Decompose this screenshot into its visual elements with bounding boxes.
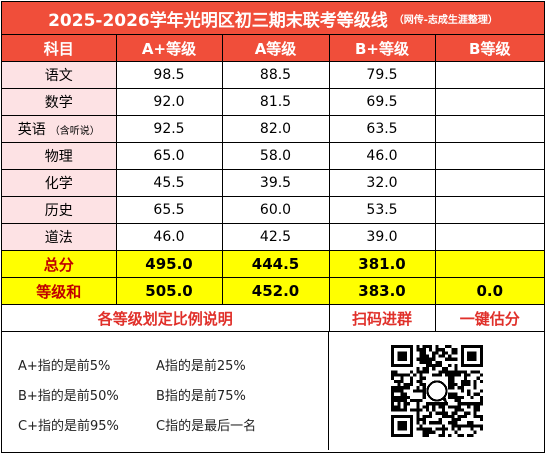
col-header-b: B等级	[434, 35, 544, 62]
b-cell	[434, 88, 544, 116]
total-b	[434, 250, 544, 278]
b-cell	[434, 115, 544, 143]
explanation-row: C+指的是前95% C指的是最后一名	[18, 419, 257, 434]
col-header-bplus: B+等级	[328, 35, 436, 62]
explain-link[interactable]: 各等级划定比例说明	[2, 304, 330, 332]
grade-table: 科目 A+等级 A等级 B+等级 B等级 语文 98.5 88.5 79.5 数…	[2, 35, 544, 332]
subject-cell: 道法	[2, 223, 117, 251]
a-cell: 58.0	[221, 142, 330, 170]
grade-sum-aplus: 505.0	[115, 277, 223, 305]
table-row: 历史 65.5 60.0 53.5	[2, 196, 544, 224]
bottom-panel: A+指的是前5% A指的是前25% B+指的是前50% B指的是前75% C+指…	[2, 332, 544, 450]
a-cell: 81.5	[221, 88, 330, 116]
total-label: 总分	[2, 250, 117, 278]
title-note: （网传-志成生涯整理）	[393, 14, 498, 26]
bplus-cell: 69.5	[328, 88, 436, 116]
b-cell	[434, 196, 544, 224]
qr-code-icon[interactable]	[390, 345, 483, 437]
aplus-cell: 46.0	[115, 223, 223, 251]
a-cell: 42.5	[221, 223, 330, 251]
bplus-cell: 53.5	[328, 196, 436, 224]
a-cell: 82.0	[221, 115, 330, 143]
b-cell	[434, 169, 544, 197]
bplus-cell: 63.5	[328, 115, 436, 143]
grade-sum-b: 0.0	[434, 277, 544, 305]
subject-cell: 物理	[2, 142, 117, 170]
a-cell: 39.5	[221, 169, 330, 197]
header-row: 科目 A+等级 A等级 B+等级 B等级	[2, 35, 544, 62]
explanation-row: A+指的是前5% A指的是前25%	[18, 359, 246, 374]
col-header-aplus: A+等级	[115, 35, 223, 62]
total-bplus: 381.0	[328, 250, 436, 278]
explanation-row: B+指的是前50% B指的是前75%	[18, 389, 246, 404]
bplus-cell: 32.0	[328, 169, 436, 197]
grade-sum-label: 等级和	[2, 277, 117, 305]
aplus-cell: 92.0	[115, 88, 223, 116]
table-row: 道法 46.0 42.5 39.0	[2, 223, 544, 251]
col-header-subject: 科目	[2, 35, 117, 62]
col-header-a: A等级	[221, 35, 330, 62]
a-cell: 88.5	[221, 61, 330, 89]
table-row: 物理 65.0 58.0 46.0	[2, 142, 544, 170]
explanation-box: A+指的是前5% A指的是前25% B+指的是前50% B指的是前75% C+指…	[2, 332, 329, 450]
title-main: 2025-2026学年光明区初三期末联考等级线	[48, 10, 388, 31]
bplus-cell: 79.5	[328, 61, 436, 89]
aplus-cell: 65.0	[115, 142, 223, 170]
scan-join-link[interactable]: 扫码进群	[328, 304, 436, 332]
table-row: 数学 92.0 81.5 69.5	[2, 88, 544, 116]
table-row: 英语 （含听说） 92.5 82.0 63.5	[2, 115, 544, 143]
total-row: 总分 495.0 444.5 381.0	[2, 250, 544, 278]
aplus-cell: 98.5	[115, 61, 223, 89]
subject-cell: 化学	[2, 169, 117, 197]
subject-cell: 语文	[2, 61, 117, 89]
grade-sum-row: 等级和 505.0 452.0 383.0 0.0	[2, 277, 544, 305]
subject-note: （含听说）	[49, 126, 100, 137]
subject-cell: 数学	[2, 88, 117, 116]
page-title: 2025-2026学年光明区初三期末联考等级线 （网传-志成生涯整理）	[2, 2, 544, 35]
grade-sum-bplus: 383.0	[328, 277, 436, 305]
total-a: 444.5	[221, 250, 330, 278]
b-cell	[434, 61, 544, 89]
aplus-cell: 92.5	[115, 115, 223, 143]
grade-sum-a: 452.0	[221, 277, 330, 305]
table-row: 化学 45.5 39.5 32.0	[2, 169, 544, 197]
b-cell	[434, 142, 544, 170]
bplus-cell: 46.0	[328, 142, 436, 170]
links-row: 各等级划定比例说明 扫码进群 一键估分	[2, 304, 544, 332]
aplus-cell: 65.5	[115, 196, 223, 224]
subject-cell: 英语 （含听说）	[2, 115, 117, 143]
table-row: 语文 98.5 88.5 79.5	[2, 61, 544, 89]
aplus-cell: 45.5	[115, 169, 223, 197]
estimate-link[interactable]: 一键估分	[434, 304, 544, 332]
qr-area	[329, 332, 544, 450]
a-cell: 60.0	[221, 196, 330, 224]
total-aplus: 495.0	[115, 250, 223, 278]
subject-cell: 历史	[2, 196, 117, 224]
b-cell	[434, 223, 544, 251]
bplus-cell: 39.0	[328, 223, 436, 251]
